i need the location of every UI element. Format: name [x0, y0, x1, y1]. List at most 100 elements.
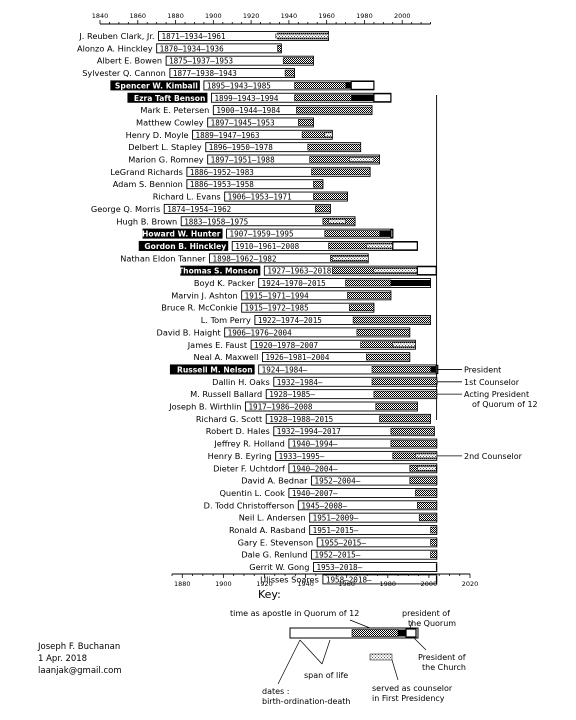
- dates-label: 1898–1962–1982: [213, 254, 277, 263]
- apostle-span: [277, 45, 282, 52]
- dates-label: 1886–1953–1958: [190, 180, 254, 189]
- bottom-axis-tick-label: 1960: [338, 580, 355, 588]
- apostle-span: [435, 576, 438, 583]
- apostle-row: Henry B. Eyring 1933–1995–: [208, 451, 438, 461]
- key-span-label: span of life: [304, 671, 348, 680]
- author-name: Joseph F. Buchanan: [38, 642, 121, 652]
- apostle-row: James E. Faust 1920–1978–2007: [187, 340, 416, 350]
- top-axis-tick-label: 1880: [167, 12, 184, 20]
- bottom-axis: 1880 1900 1920 1940 1960 1980 2000 2020: [171, 573, 479, 588]
- apostle-span: [373, 390, 438, 398]
- apostle-span: [356, 329, 411, 336]
- apostle-name: James E. Faust: [187, 340, 248, 350]
- apostle-span: [315, 205, 331, 213]
- apostle-row: Joseph B. Wirthlin 1917–1986–2008: [168, 402, 418, 412]
- apostle-name: Matthew Cowley: [136, 117, 204, 127]
- apostle-row: Ronald A. Rasband 1951–2015–: [229, 525, 438, 535]
- key-leader-quorum: [409, 621, 413, 629]
- apostle-name: L. Tom Perry: [201, 315, 251, 325]
- apostle-name: Gordon B. Hinckley: [144, 242, 226, 251]
- dates-label: 1928–1985–: [269, 390, 315, 399]
- apostle-span: [371, 366, 437, 373]
- president-church-span: [390, 229, 394, 239]
- apostle-span: [379, 415, 431, 423]
- dates-label: 1907–1959–1995: [230, 230, 294, 239]
- dates-label: 1875–1937–1953: [169, 57, 233, 66]
- apostle-span: [415, 489, 438, 497]
- apostle-name: Dallin H. Oaks: [212, 377, 270, 387]
- apostle-row: Hugh B. Brown 1883–1958–1975: [116, 216, 356, 226]
- apostle-name: Hugh B. Brown: [116, 216, 177, 226]
- bottom-axis-tick-label: 1940: [297, 580, 314, 588]
- apostle-row: Alonzo A. Hinckley 1870–1934–1936: [77, 43, 282, 53]
- bottom-axis-tick-label: 1900: [215, 580, 232, 588]
- dates-label: 1922–1974–2015: [258, 316, 322, 325]
- dates-label: 1924–1970–2015: [262, 279, 326, 288]
- key-title: Key:: [258, 588, 281, 601]
- apostle-name: Henry D. Moyle: [126, 130, 189, 140]
- top-axis-tick-label: 1840: [92, 12, 109, 20]
- apostle-row: D. Todd Christofferson 1945–2008–: [204, 500, 438, 510]
- dates-label: 1877–1938–1943: [173, 69, 237, 78]
- apostle-name: Marion G. Romney: [128, 155, 204, 165]
- dates-label: 1924–1984–: [262, 365, 308, 374]
- annotation-label: 2nd Counselor: [464, 452, 523, 461]
- top-axis-tick-label: 1860: [130, 12, 147, 20]
- dates-label: 1906–1953–1971: [228, 193, 292, 202]
- dates-label: 1906–1976–2004: [228, 328, 292, 337]
- apostle-name: Jeffrey R. Holland: [213, 439, 285, 449]
- key-leader-dates: [277, 639, 301, 685]
- apostle-name: Marvin J. Ashton: [171, 290, 237, 300]
- dates-label: 1932–1994–2017: [277, 427, 341, 436]
- apostle-name: J. Reuben Clark, Jr.: [78, 31, 154, 41]
- annotation-label-2: of Quorum of 12: [472, 400, 538, 409]
- key-president-church-span: [405, 628, 417, 638]
- apostle-row: Gerrit W. Gong 1953–2018–: [249, 562, 438, 572]
- apostle-name: Joseph B. Wirthlin: [168, 402, 241, 412]
- key-leader-church: [413, 637, 427, 651]
- apostle-name: Dieter F. Uchtdorf: [213, 463, 286, 473]
- apostle-row: David A. Bednar 1952–2004–: [241, 476, 438, 486]
- president-quorum-span: [379, 230, 391, 237]
- apostle-name: Spencer W. Kimball: [115, 81, 198, 90]
- top-axis-tick-label: 1980: [356, 12, 373, 20]
- apostle-name: Neil L. Andersen: [239, 513, 306, 523]
- apostle-row: George Q. Morris 1874–1954–1962: [91, 204, 331, 214]
- apostle-row: Delbert L. Stapley 1896–1950–1978: [128, 142, 362, 152]
- dates-label: 1889–1947–1963: [196, 131, 260, 140]
- top-axis-tick-label: 1920: [243, 12, 260, 20]
- apostle-name: D. Todd Christofferson: [204, 500, 295, 510]
- bottom-axis-tick-label: 1920: [256, 580, 273, 588]
- dates-label: 1952–2015–: [315, 551, 361, 560]
- apostle-row: Richard L. Evans 1906–1953–1971: [153, 192, 348, 202]
- bottom-axis-tick-label: 2020: [462, 580, 479, 588]
- key-apostle-span: [351, 629, 399, 637]
- apostle-name: Henry B. Eyring: [208, 451, 272, 461]
- dates-label: 1897–1945–1953: [211, 118, 275, 127]
- apostle-span: [430, 526, 438, 534]
- annotations: President 1st Counselor Acting Presidentof…: [436, 365, 538, 461]
- president-quorum-span: [430, 366, 437, 373]
- apostle-name: Mark E. Petersen: [140, 105, 209, 115]
- apostle-row: Bruce R. McConkie 1915–1972–1985: [161, 303, 375, 313]
- apostle-row: Dale G. Renlund 1952–2015–: [241, 550, 438, 560]
- apostle-span: [282, 57, 314, 65]
- name-badge: [180, 265, 261, 276]
- counselor-span: [366, 243, 394, 249]
- apostle-row: Howard W. Hunter 1907–1959–1995: [142, 228, 394, 239]
- key-leader-apostle: [349, 619, 371, 629]
- apostle-span: [375, 403, 418, 410]
- dates-label: 1899–1943–1994: [214, 94, 278, 103]
- apostle-name: Delbert L. Stapley: [128, 142, 202, 152]
- apostle-span: [349, 304, 375, 312]
- apostle-row: Marion G. Romney 1897–1951–1988: [128, 155, 381, 165]
- apostle-row: Boyd K. Packer 1924–1970–2015: [194, 278, 432, 288]
- timeline-rows: J. Reuben Clark, Jr. 1871–1934–1961 Alonzo…: [77, 31, 439, 584]
- name-badge: [169, 364, 255, 375]
- apostle-name: David B. Haight: [157, 327, 222, 337]
- key-president-quorum-span: [398, 629, 406, 637]
- key-apostle-label: time as apostle in Quorum of 12: [230, 609, 359, 618]
- dates-label: 1915–1971–1994: [245, 291, 309, 300]
- dates-label: 1953–2018–: [316, 563, 362, 572]
